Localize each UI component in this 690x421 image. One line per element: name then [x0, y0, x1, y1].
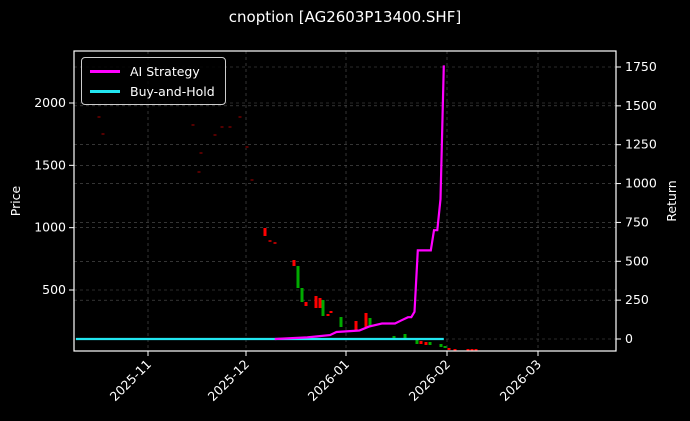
svg-text:750: 750 — [625, 214, 649, 229]
svg-text:1000: 1000 — [625, 176, 657, 191]
x-tick-label: 2026-02 — [406, 357, 454, 405]
x-tick-label: 2025-12 — [205, 357, 253, 405]
svg-text:500: 500 — [42, 282, 66, 297]
x-tick-label: 2026-01 — [305, 357, 353, 405]
price-candles — [97, 116, 478, 351]
buy-and-hold-swatch-icon — [90, 89, 120, 93]
svg-text:2000: 2000 — [34, 95, 66, 110]
svg-text:1500: 1500 — [625, 98, 657, 113]
axis-ticks: 2025-11 2025-12 2026-01 2026-02 2026-03 2000 1… — [34, 59, 657, 404]
chart-title: cnoption [AG2603P13400.SHF] — [228, 8, 462, 26]
x-tick-label: 2025-11 — [107, 357, 155, 405]
ai-strategy-line — [274, 65, 445, 341]
legend: AI Strategy Buy-and-Hold — [81, 57, 226, 105]
right-axis-label: Return — [664, 180, 679, 221]
ai-strategy-swatch-icon — [90, 69, 120, 73]
legend-item-buy-and-hold: Buy-and-Hold — [90, 81, 215, 101]
svg-text:0: 0 — [625, 331, 633, 346]
legend-item-ai-strategy: AI Strategy — [90, 61, 200, 81]
legend-label: Buy-and-Hold — [130, 83, 215, 99]
svg-text:1000: 1000 — [34, 220, 66, 235]
svg-text:1750: 1750 — [625, 59, 657, 74]
left-axis-label: Price — [8, 185, 23, 216]
x-tick-label: 2026-03 — [497, 357, 545, 405]
svg-text:250: 250 — [625, 292, 649, 307]
svg-text:500: 500 — [625, 253, 649, 268]
plot-frame — [73, 50, 617, 352]
svg-text:1250: 1250 — [625, 137, 657, 152]
legend-label: AI Strategy — [130, 63, 200, 79]
svg-text:1500: 1500 — [34, 157, 66, 172]
